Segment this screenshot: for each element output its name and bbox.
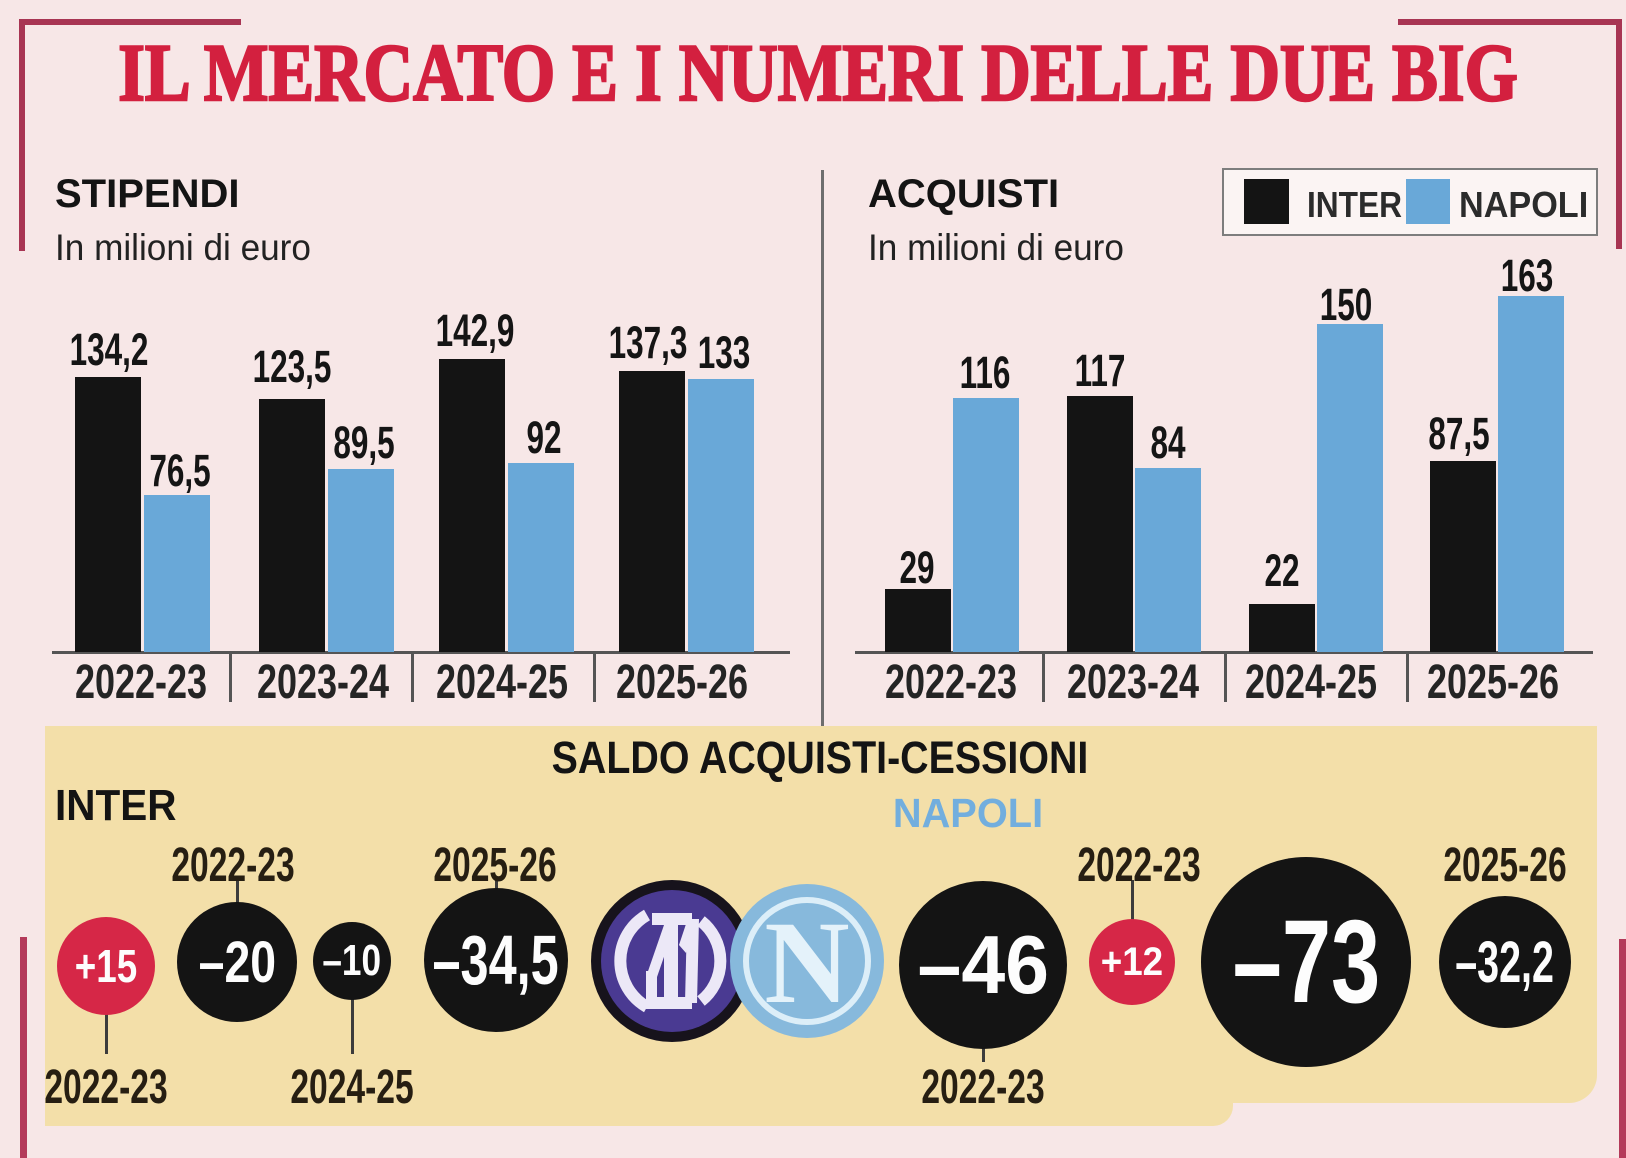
svg-text:N: N bbox=[764, 897, 849, 1028]
